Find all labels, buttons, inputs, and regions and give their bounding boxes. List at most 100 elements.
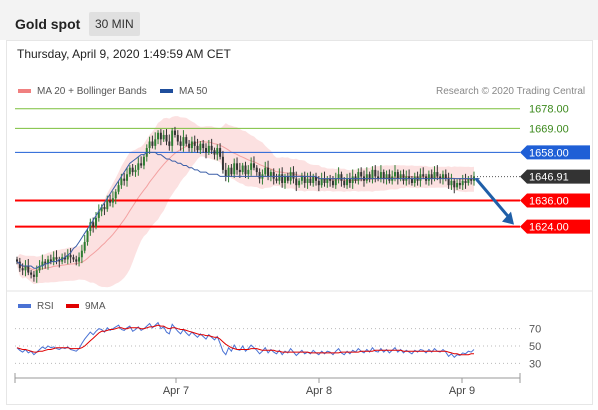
candle-body [267, 167, 270, 177]
level-label-1678.00: 1678.00 [529, 104, 569, 116]
candle-body [269, 172, 272, 177]
candle-body [410, 178, 413, 183]
candle-body [470, 178, 473, 181]
candle-body [165, 134, 168, 142]
candle-body [120, 178, 123, 186]
candle-body [230, 167, 233, 175]
legend-rsi: RSI [18, 301, 54, 312]
candle-body [106, 200, 109, 210]
candle-body [408, 176, 411, 179]
candle-body [467, 178, 470, 183]
legend-label-9ma: 9MA [85, 301, 106, 312]
candle-body [379, 172, 382, 179]
candle-body [176, 134, 179, 142]
candle-body [388, 174, 391, 181]
candle-body [137, 163, 140, 170]
candle-body [312, 176, 315, 183]
candle-body [151, 141, 154, 146]
candle-body [38, 265, 41, 271]
candle-body [317, 180, 320, 186]
candle-body [44, 261, 47, 264]
legend-label-rsi: RSI [37, 301, 54, 312]
ma50-line [16, 151, 480, 269]
legend-9ma: 9MA [66, 301, 106, 312]
candle-body [47, 259, 50, 264]
candle-body [275, 178, 278, 181]
candle-body [295, 178, 298, 186]
current-price-tag [520, 169, 590, 184]
legend-swatch-9ma [66, 304, 79, 309]
candle-body [396, 172, 399, 179]
candle-body [190, 141, 193, 149]
rsi-tick-30: 30 [529, 358, 541, 370]
candle-body [188, 143, 191, 149]
legend-label-bollinger: MA 20 + Bollinger Bands [37, 86, 147, 97]
candle-body [117, 185, 120, 192]
candle-body [233, 163, 236, 175]
level-label-1624.00: 1624.00 [529, 222, 569, 234]
candle-body [128, 167, 131, 175]
candle-body [205, 148, 208, 153]
candle-body [199, 143, 202, 151]
level-tag-1624.00 [520, 219, 590, 234]
candle-body [337, 174, 340, 179]
candle-body [100, 207, 103, 212]
candle-body [111, 198, 114, 203]
candle-body [227, 167, 230, 177]
candle-body [126, 174, 129, 181]
candle-body [433, 172, 436, 179]
candle-body [382, 172, 385, 179]
candle-body [329, 178, 332, 181]
candle-body [193, 141, 196, 146]
forecast-arrow-shaft [474, 177, 512, 220]
candle-body [374, 169, 377, 177]
candle-body [323, 178, 326, 183]
candle-body [298, 180, 301, 186]
level-tag-1636.00 [520, 193, 590, 208]
candle-body [315, 176, 318, 181]
candle-body [436, 172, 439, 177]
candle-body [63, 257, 66, 260]
candle-body [92, 222, 95, 227]
candle-body [340, 174, 343, 181]
candle-body [309, 178, 312, 183]
candle-body [162, 134, 165, 140]
candle-body [182, 137, 185, 146]
candle-body [216, 148, 219, 155]
candle-body [236, 163, 239, 170]
candle-body [66, 255, 69, 260]
candle-body [89, 222, 92, 232]
candle-body [55, 257, 58, 260]
candle-body [346, 178, 349, 186]
current-price-label: 1646.91 [529, 172, 569, 184]
candle-body [210, 145, 213, 151]
candle-body [35, 270, 38, 277]
candle-body [24, 265, 27, 271]
candle-body [343, 180, 346, 186]
candle-body [258, 172, 261, 179]
candle-body [464, 180, 467, 183]
candle-body [83, 241, 86, 251]
candle-body [447, 178, 450, 186]
candle-body [173, 130, 176, 135]
candle-body [154, 139, 157, 146]
candle-body [303, 176, 306, 183]
candle-body [334, 178, 337, 186]
candle-body [281, 174, 284, 183]
chart-header: Gold spot 30 MIN [0, 0, 598, 40]
candle-body [331, 180, 334, 186]
timeframe-badge[interactable]: 30 MIN [89, 12, 140, 36]
candle-body [109, 200, 112, 203]
candle-body [21, 268, 24, 271]
rsi-line [16, 321, 475, 359]
timestamp: Thursday, April 9, 2020 1:49:59 AM CET [17, 47, 231, 61]
candle-body [441, 174, 444, 179]
attribution: Research © 2020 Trading Central [436, 86, 586, 97]
candle-body [207, 145, 210, 153]
candle-body [278, 174, 281, 181]
candle-body [247, 169, 250, 175]
candle-body [16, 259, 18, 262]
candle-body [413, 176, 416, 183]
candle-body [394, 172, 397, 177]
